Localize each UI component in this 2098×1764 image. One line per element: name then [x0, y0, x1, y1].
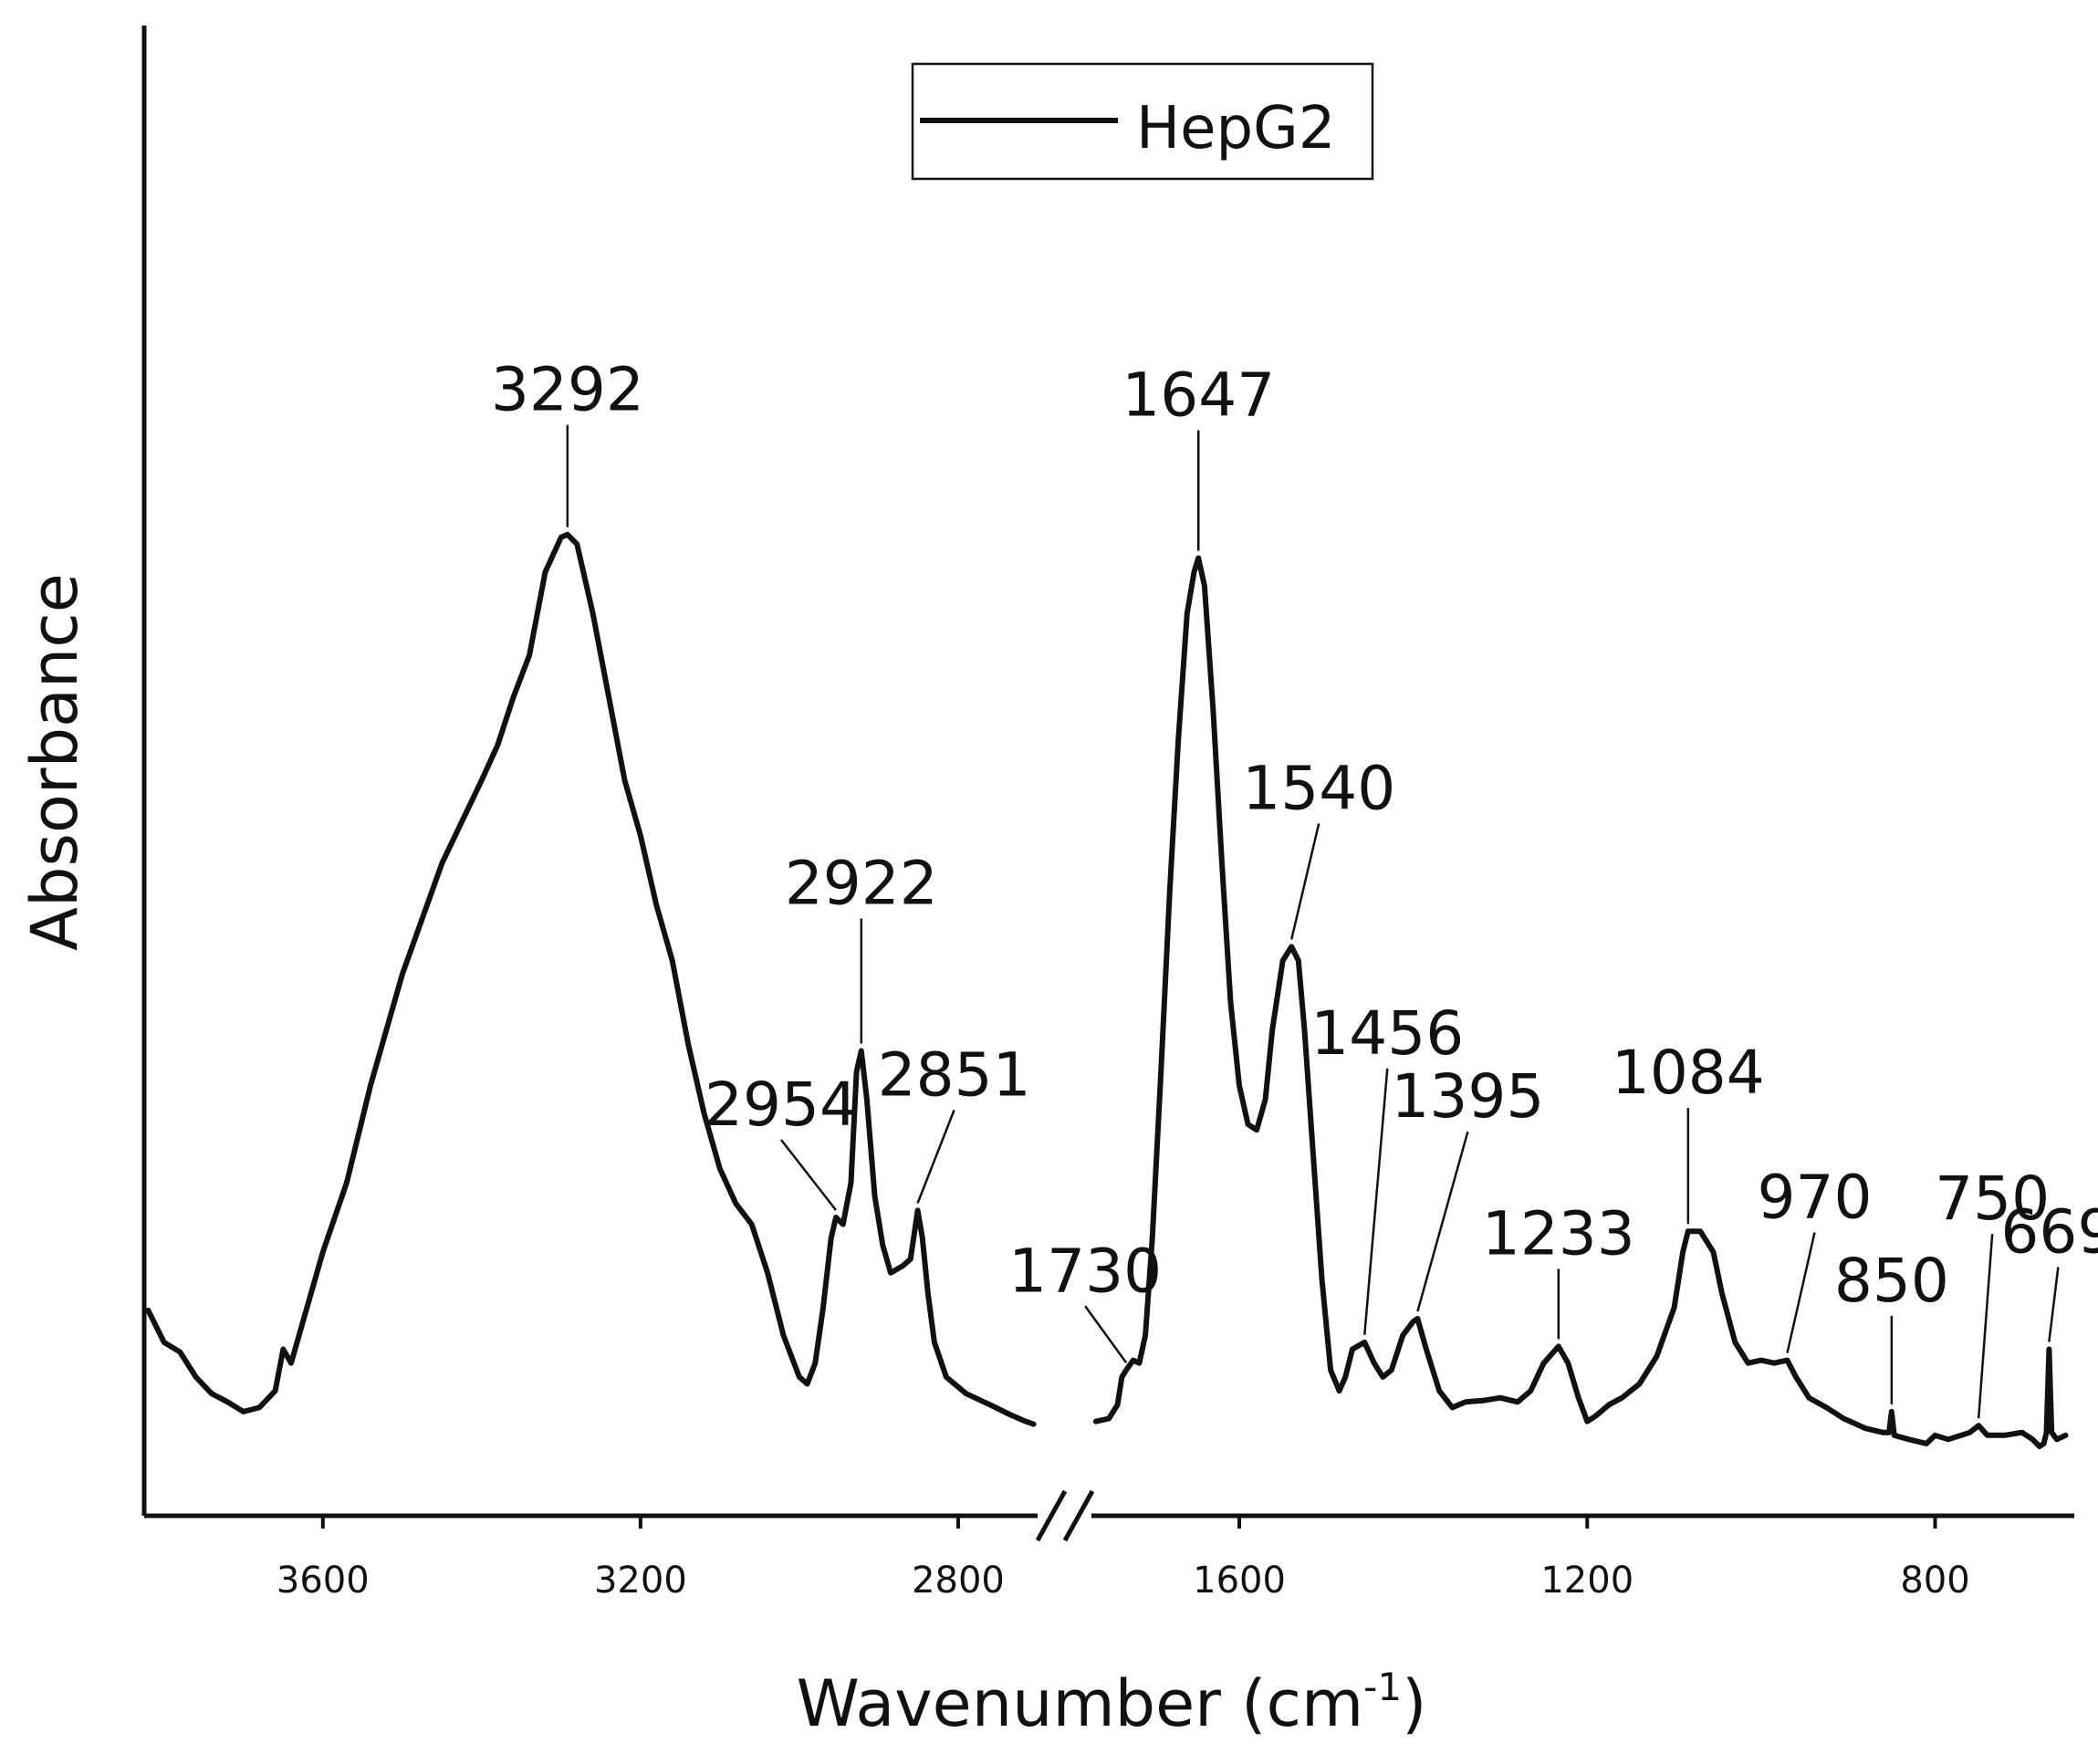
peak-leader-line: [779, 1139, 837, 1211]
peak-leader-line: [1786, 1232, 1816, 1353]
peak-label-850: 850: [1834, 1246, 1949, 1316]
peak-leader-line: [1289, 823, 1320, 940]
peak-label-1395: 1395: [1391, 1061, 1544, 1132]
series-line-hepg2-1: [145, 531, 1037, 1427]
peak-label-3292: 3292: [491, 355, 644, 425]
peak-leader-line: [1363, 1068, 1389, 1335]
peak-label-2922: 2922: [785, 848, 938, 918]
peak-label-1540: 1540: [1242, 753, 1395, 823]
x-tick-label: 1600: [1193, 1560, 1286, 1602]
series: [145, 531, 2069, 1449]
y-axis-title: Absorbance: [17, 573, 92, 951]
x-axis-title-superscript: -1: [1363, 1665, 1402, 1709]
peak-label-1456: 1456: [1310, 998, 1464, 1069]
axis-break-mark: [1035, 1489, 1068, 1542]
peak-leader-line: [916, 1109, 955, 1204]
peak-label-1647: 1647: [1122, 360, 1275, 431]
x-tick-label: 3600: [277, 1560, 370, 1602]
x-tick-label: 800: [1900, 1560, 1969, 1602]
legend-label-hepg2: HepG2: [1136, 95, 1335, 162]
x-tick-label: 2800: [912, 1560, 1005, 1602]
peak-leader-line: [1977, 1234, 1994, 1419]
x-ticks: 3600 3200 2800 1600 1200 800: [277, 1516, 1970, 1602]
x-axis-title: Wavenumber (cm-1): [797, 1665, 1427, 1741]
peak-leader-line: [1084, 1305, 1128, 1364]
peak-leader-line: [1416, 1131, 1469, 1312]
x-axis-title-main: Wavenumber (cm: [797, 1666, 1364, 1741]
peak-label-970: 970: [1757, 1163, 1872, 1233]
peak-label-750: 750: [1935, 1164, 2050, 1234]
axes: [141, 26, 2074, 1542]
peak-label-669: 669: [2000, 1196, 2098, 1267]
peak-leader-line: [2048, 1267, 2060, 1342]
series-line-hepg2-2: [1092, 555, 2069, 1449]
peak-label-2851: 2851: [878, 1039, 1031, 1110]
peak-label-2954: 2954: [705, 1070, 858, 1140]
axis-break-mark: [1062, 1489, 1095, 1542]
x-tick-label: 1200: [1540, 1560, 1634, 1602]
peak-label-1233: 1233: [1482, 1198, 1635, 1268]
peak-label-1730: 1730: [1008, 1236, 1162, 1306]
x-tick-label: 3200: [594, 1560, 687, 1602]
legend: HepG2: [911, 62, 1374, 181]
x-axis-title-close: ): [1402, 1666, 1426, 1741]
peak-label-1084: 1084: [1612, 1038, 1765, 1108]
